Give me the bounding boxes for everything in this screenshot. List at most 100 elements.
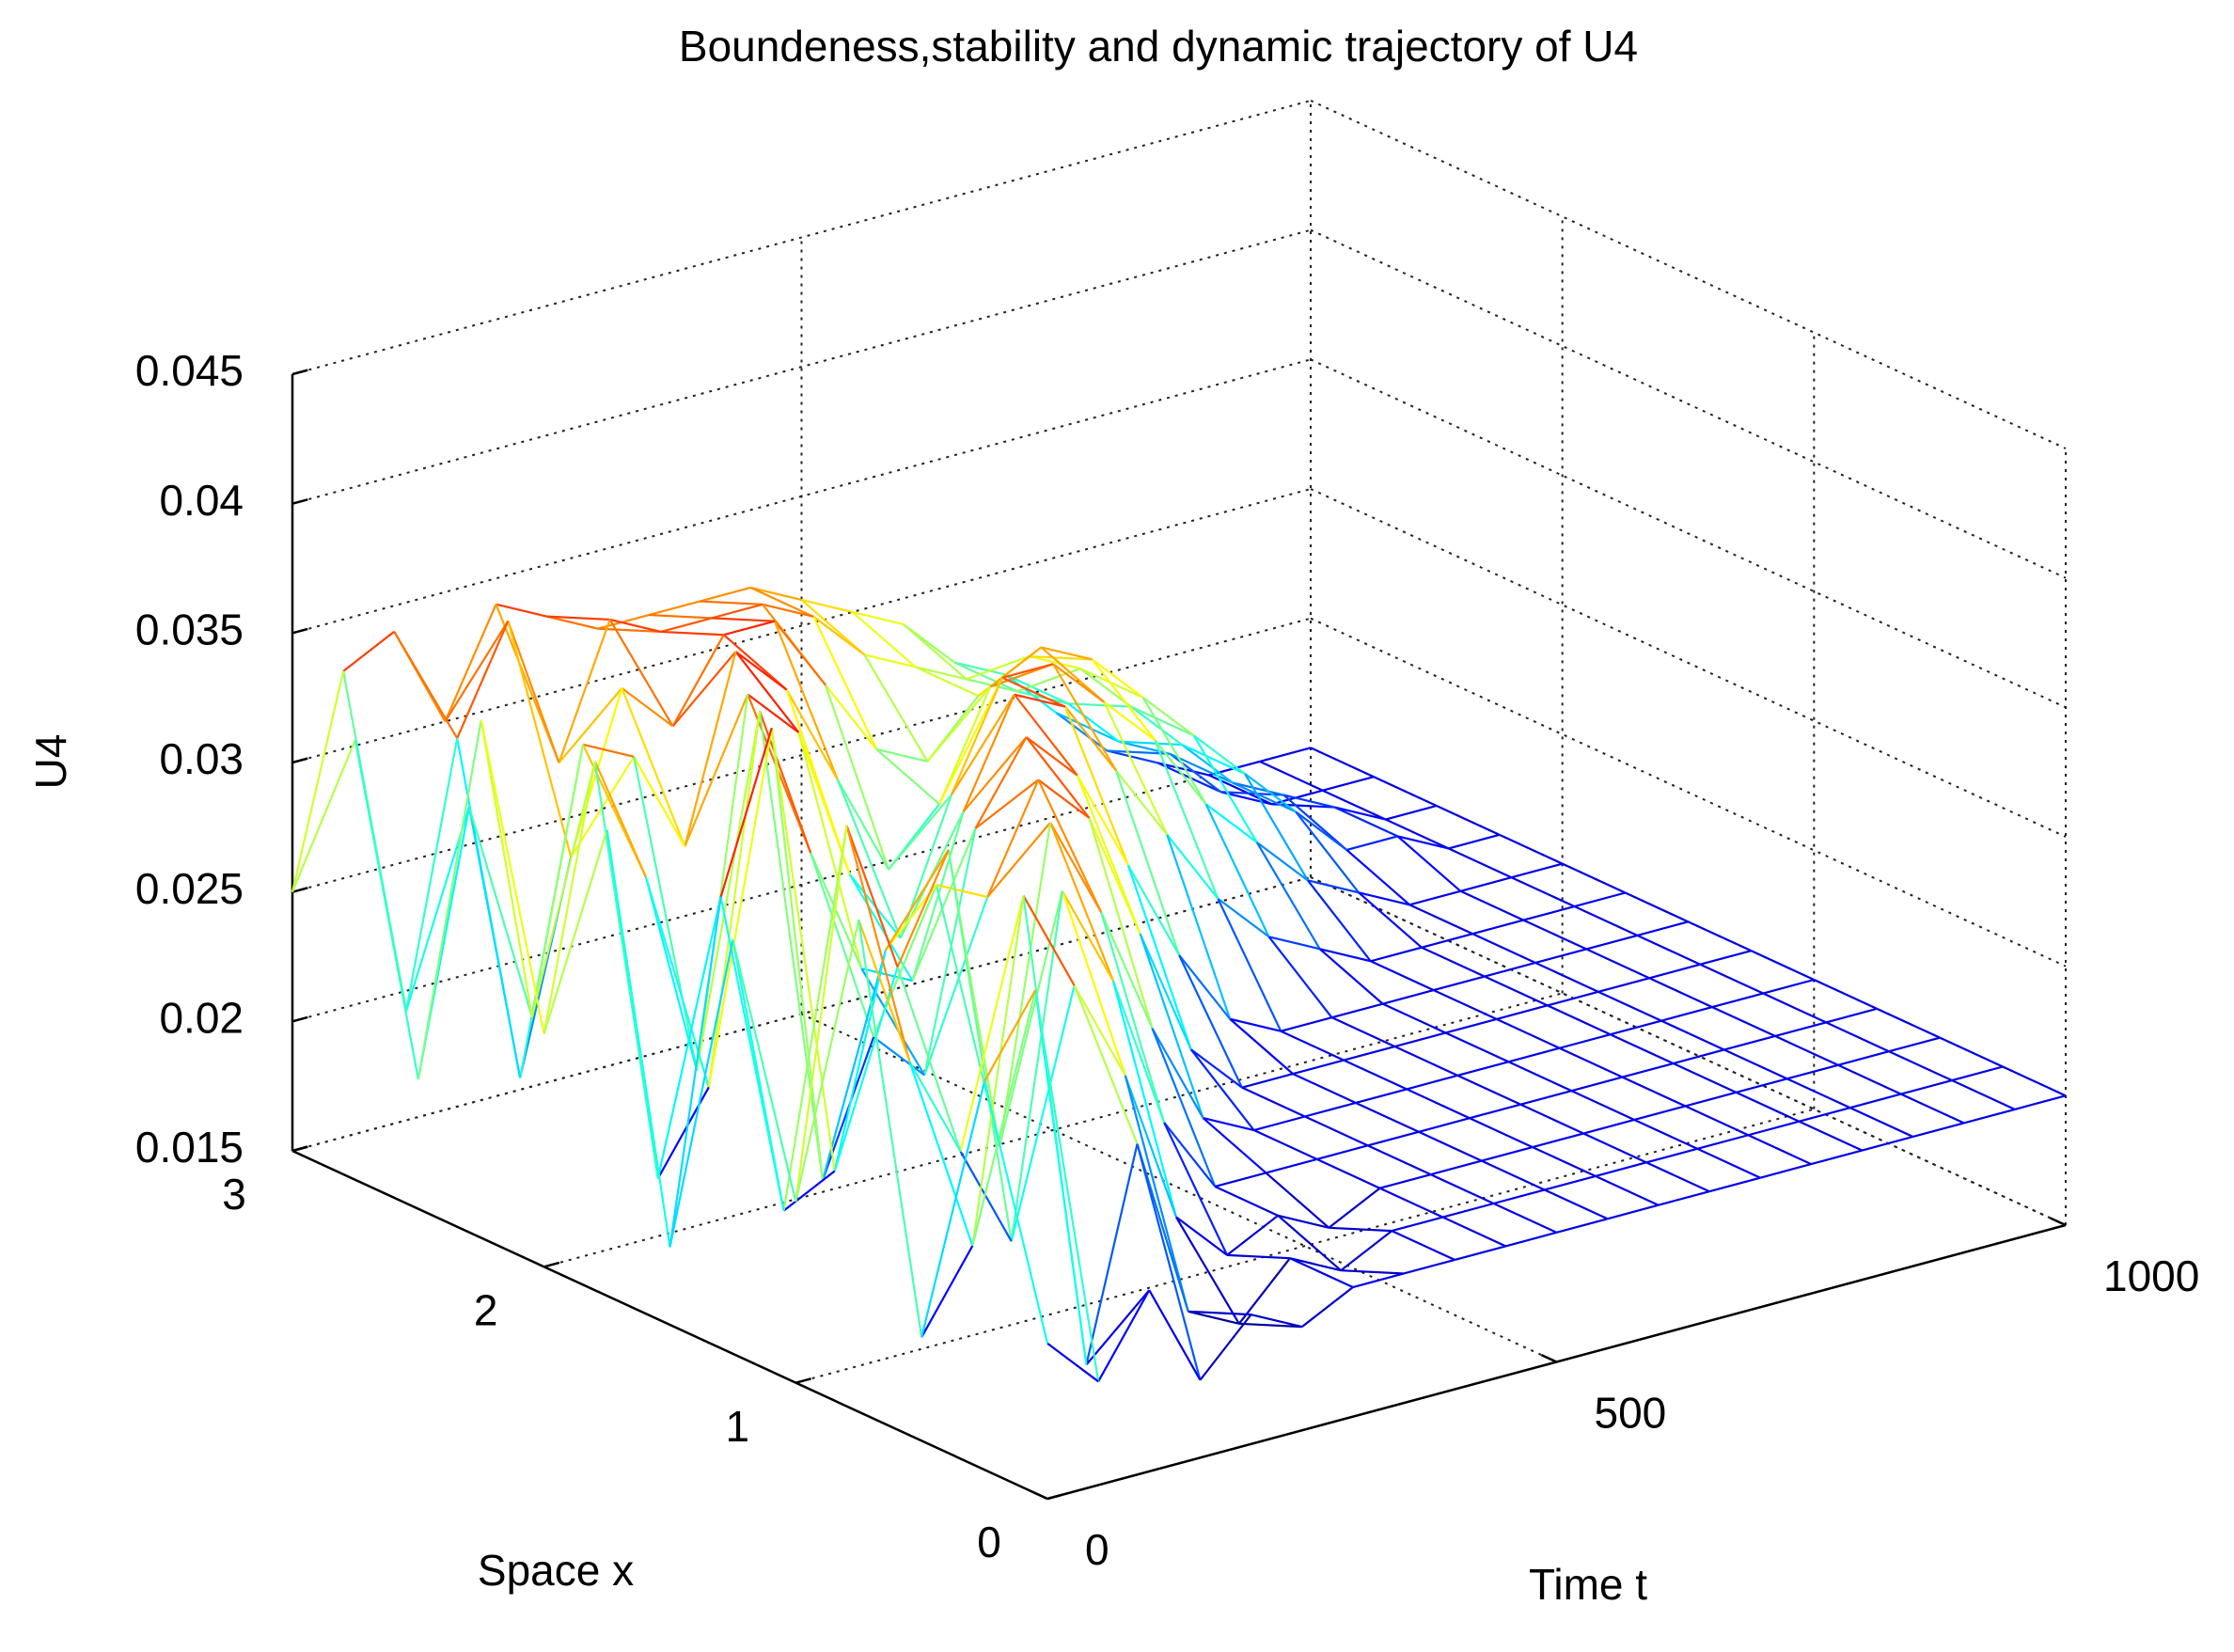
- mesh-line: [1013, 693, 1078, 777]
- mesh-line: [1204, 803, 1270, 937]
- mesh-line: [707, 727, 773, 1088]
- mesh-line: [1441, 1216, 1506, 1248]
- mesh-line: [915, 666, 979, 698]
- x-tick-label: 2: [474, 1285, 498, 1334]
- mesh-line: [1460, 876, 1512, 892]
- mesh-line: [1556, 1218, 1608, 1234]
- mesh-line: [1118, 740, 1171, 755]
- x-tick: [543, 1261, 560, 1268]
- mesh-line: [597, 627, 661, 634]
- z-tick-label: 0.04: [159, 476, 244, 525]
- mesh-line: [1633, 1105, 1686, 1122]
- mesh-line: [1148, 1289, 1202, 1381]
- y-tick-label: 1000: [2103, 1251, 2199, 1300]
- mesh-line: [507, 621, 573, 857]
- mesh-line: [684, 651, 737, 847]
- mesh-line: [1522, 919, 1587, 951]
- mesh-line: [1355, 1101, 1420, 1133]
- mesh-line: [1625, 891, 1689, 923]
- mesh-line: [1229, 1017, 1282, 1032]
- mesh-line: [1229, 1017, 1294, 1075]
- mesh-line: [1085, 1143, 1139, 1365]
- mesh-line: [1034, 989, 1088, 1365]
- mesh-line: [794, 920, 860, 1203]
- mesh-line: [496, 603, 548, 618]
- mesh-line: [1597, 977, 1650, 993]
- mesh-line: [1130, 705, 1195, 737]
- mesh-line: [1139, 933, 1192, 1050]
- mesh-line: [1939, 1036, 2004, 1068]
- mesh-line: [1849, 1093, 1902, 1109]
- mesh-line: [1471, 919, 1524, 936]
- mesh-line: [1391, 1216, 1443, 1233]
- mesh-line: [546, 615, 610, 621]
- mesh-line: [606, 829, 671, 1248]
- mesh-line: [1188, 1310, 1240, 1325]
- mesh-line: [1154, 739, 1219, 900]
- mesh-line: [1750, 950, 1815, 981]
- z-tick-label: 0.015: [135, 1123, 244, 1172]
- mesh-line: [801, 598, 853, 614]
- mesh-line: [1316, 1157, 1380, 1189]
- mesh-line: [1289, 1257, 1342, 1272]
- mesh-line: [1484, 975, 1549, 1007]
- mesh-line: [393, 631, 459, 739]
- mesh-line: [903, 623, 968, 681]
- mesh-line: [1319, 948, 1372, 963]
- mesh-line: [1534, 961, 1599, 993]
- mesh-line: [1442, 1202, 1494, 1219]
- mesh-line: [1648, 977, 1713, 1009]
- mesh-line: [1471, 933, 1536, 964]
- mesh-line: [1888, 1036, 1941, 1053]
- mesh-line: [1445, 1031, 1509, 1063]
- mesh-line: [989, 646, 1043, 688]
- mesh-line: [1585, 948, 1650, 980]
- mesh-line: [1151, 1028, 1217, 1188]
- mesh-line: [848, 873, 914, 982]
- mesh-line: [1355, 1088, 1408, 1105]
- mesh-line: [1951, 1065, 2004, 1082]
- mesh-line: [1203, 1116, 1254, 1132]
- grid-line: [291, 228, 1312, 505]
- mesh-line: [1660, 1019, 1725, 1051]
- mesh-line: [1334, 806, 1386, 821]
- mesh-line: [1900, 1093, 1965, 1125]
- mesh-line: [1253, 1115, 1306, 1132]
- mesh-line: [782, 825, 848, 1211]
- z-tick: [291, 757, 308, 764]
- mesh-line: [656, 896, 722, 1179]
- mesh-line: [1862, 1135, 1913, 1152]
- mesh-line: [1963, 1108, 2016, 1125]
- mesh-line: [1022, 895, 1076, 986]
- mesh-line: [1115, 770, 1181, 956]
- mesh-line: [1204, 803, 1258, 843]
- mesh-line: [480, 719, 545, 1034]
- mesh-line: [860, 968, 926, 1077]
- mesh-line: [1115, 769, 1169, 836]
- mesh-line: [1136, 1143, 1202, 1381]
- mesh-line: [1345, 849, 1410, 906]
- mesh-line: [1034, 989, 1100, 1382]
- mesh-line: [812, 615, 866, 656]
- z-tick: [291, 1015, 308, 1023]
- mesh-line: [1256, 841, 1309, 882]
- mesh-line: [1456, 1074, 1521, 1106]
- mesh-line: [758, 711, 825, 1181]
- mesh-line: [1660, 1006, 1713, 1022]
- mesh-line: [417, 719, 482, 1080]
- mesh-line: [926, 685, 992, 763]
- mesh-line: [558, 687, 623, 763]
- mesh-line: [1951, 1079, 2016, 1110]
- mesh-line: [1169, 752, 1222, 794]
- mesh-line: [467, 806, 522, 1078]
- x-tick-label: 3: [222, 1170, 246, 1219]
- mesh-line: [1367, 1144, 1432, 1176]
- mesh-line: [734, 651, 788, 691]
- mesh-line: [1010, 984, 1076, 1242]
- mesh-line: [1493, 1188, 1546, 1205]
- mesh-line: [543, 829, 608, 1034]
- z-tick-label: 0.035: [135, 605, 244, 653]
- mesh-line: [543, 761, 596, 1034]
- mesh-line: [1192, 734, 1258, 843]
- mesh-line: [1723, 1034, 1776, 1051]
